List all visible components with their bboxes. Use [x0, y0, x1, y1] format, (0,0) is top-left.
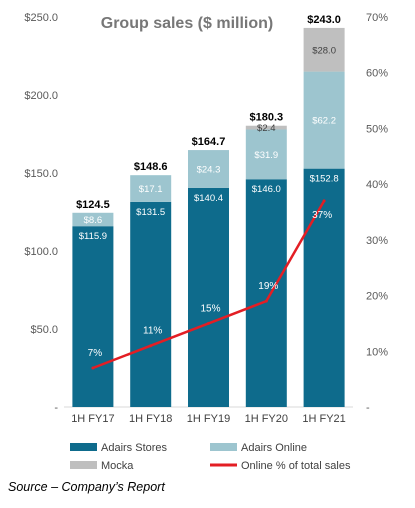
bar-value-label: $115.9 [79, 231, 107, 242]
bar-value-label: $140.4 [194, 193, 223, 204]
legend-swatch [70, 443, 97, 451]
chart-title: Group sales ($ million) [101, 15, 273, 32]
line-value-label: 7% [88, 348, 103, 359]
legend-label: Adairs Online [241, 442, 307, 454]
bar-value-label: $24.3 [197, 165, 221, 176]
y-right-tick-label: 50% [366, 123, 388, 135]
bar-segment [72, 226, 114, 407]
online-share-line: 7% 11% 15% 19% 37% [88, 199, 332, 370]
legend-swatch [210, 443, 237, 451]
legend-label: Mocka [101, 460, 134, 472]
line-point [322, 199, 326, 203]
bar-total-label: $164.7 [192, 136, 226, 148]
y-left-tick-label: $50.0 [30, 324, 58, 336]
x-axis: 1H FY17 1H FY18 1H FY19 1H FY20 1H FY21 [71, 413, 346, 425]
source-note: Source – Company’s Report [8, 480, 165, 494]
line-value-label: 11% [143, 326, 162, 337]
bar-segment [130, 201, 172, 407]
y-left-tick-label: $250.0 [24, 12, 58, 24]
line-point [149, 344, 153, 348]
line-value-label: 37% [312, 210, 332, 221]
line-point [264, 299, 268, 303]
x-tick-label: 1H FY20 [245, 413, 288, 425]
bar-value-label: $8.6 [84, 215, 103, 226]
bar-segment [188, 187, 229, 407]
bar-value-label: $31.9 [254, 150, 278, 161]
bar-segment [303, 71, 345, 169]
bar-value-label: $62.2 [312, 116, 336, 127]
bar-segment [245, 129, 287, 180]
y-right-tick-label: 70% [366, 12, 388, 24]
bar-segment [245, 125, 287, 130]
bar-value-label: $2.4 [257, 123, 276, 134]
bar-total-label: $243.0 [307, 14, 341, 26]
y-left-tick-label: $100.0 [24, 246, 58, 258]
bar-segment [303, 27, 345, 72]
y-right-tick-label: 60% [366, 68, 388, 80]
y-right-tick-label: 10% [366, 346, 388, 358]
x-tick-label: 1H FY19 [187, 413, 230, 425]
y-left-tick-label: $150.0 [24, 168, 58, 180]
y-right-tick-label: 40% [366, 179, 388, 191]
bar-total-label: $148.6 [134, 161, 168, 173]
bar-total-label: $180.3 [249, 112, 283, 124]
legend-label: Online % of total sales [241, 460, 351, 472]
y-left-tick-label: - [54, 402, 58, 414]
line-value-label: 19% [258, 281, 278, 292]
y-axis-right: 70% 60% 50% 40% 30% 20% 10% - [366, 12, 388, 414]
legend-swatch [70, 461, 97, 469]
bar-value-label: $146.0 [252, 184, 281, 195]
y-axis-left: $250.0 $200.0 $150.0 $100.0 $50.0 - [24, 12, 58, 414]
bar-value-label: $28.0 [312, 45, 336, 56]
bar-segment [188, 150, 229, 188]
bar-value-label: $152.8 [310, 174, 339, 185]
bars [72, 27, 345, 407]
legend: Adairs Stores Adairs Online Mocka Online % … [70, 442, 351, 472]
bar-segment [72, 212, 114, 227]
bar-labels: $115.9 $8.6 $124.5 $131.5 $17.1 $148.6 $140.4 $… [76, 14, 341, 242]
bar-total-label: $124.5 [76, 199, 110, 211]
legend-label: Adairs Stores [101, 442, 168, 454]
y-left-tick-label: $200.0 [24, 90, 58, 102]
x-tick-label: 1H FY21 [302, 413, 345, 425]
y-right-tick-label: 30% [366, 235, 388, 247]
bar-segment [130, 175, 172, 202]
line-point [91, 366, 95, 370]
y-right-tick-label: 20% [366, 291, 388, 303]
bar-value-label: $17.1 [139, 184, 163, 195]
x-tick-label: 1H FY17 [71, 413, 114, 425]
line-value-label: 15% [200, 303, 220, 314]
x-tick-label: 1H FY18 [129, 413, 172, 425]
bar-value-label: $131.5 [136, 207, 165, 218]
bar-segment [245, 179, 287, 407]
line-point [207, 321, 210, 325]
bar-segment [303, 168, 345, 407]
y-right-tick-label: - [366, 402, 370, 414]
